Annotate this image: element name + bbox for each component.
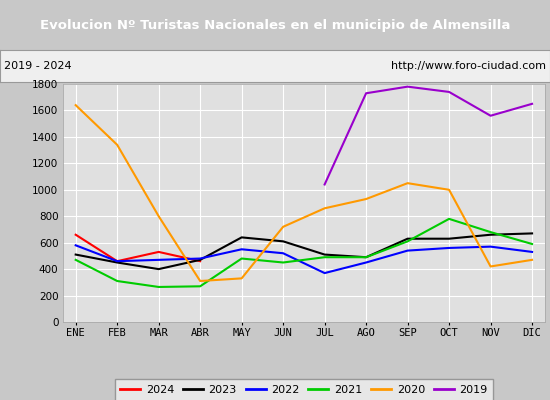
Text: http://www.foro-ciudad.com: http://www.foro-ciudad.com	[390, 61, 546, 71]
Text: 2019 - 2024: 2019 - 2024	[4, 61, 72, 71]
Text: Evolucion Nº Turistas Nacionales en el municipio de Almensilla: Evolucion Nº Turistas Nacionales en el m…	[40, 18, 510, 32]
Legend: 2024, 2023, 2022, 2021, 2020, 2019: 2024, 2023, 2022, 2021, 2020, 2019	[114, 379, 493, 400]
